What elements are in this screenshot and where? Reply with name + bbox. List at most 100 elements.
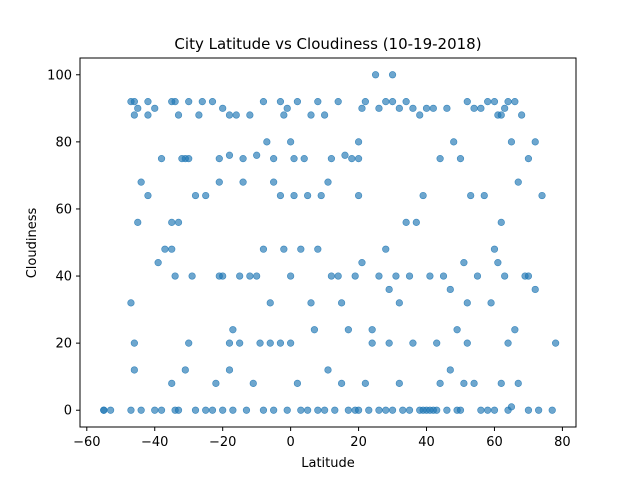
data-point xyxy=(225,151,234,159)
data-point xyxy=(321,111,329,119)
data-point xyxy=(174,406,183,414)
data-point xyxy=(130,111,138,119)
data-point xyxy=(130,366,138,374)
data-point xyxy=(382,98,390,106)
data-point xyxy=(337,299,346,307)
data-point xyxy=(181,155,189,163)
data-point xyxy=(501,104,509,112)
y-tick-label: 60 xyxy=(55,202,72,217)
data-point xyxy=(331,406,339,414)
data-point xyxy=(191,191,200,200)
data-point xyxy=(497,379,505,387)
data-point xyxy=(385,285,393,294)
data-point xyxy=(388,71,397,79)
data-point xyxy=(412,218,420,226)
data-point xyxy=(215,155,223,163)
data-point xyxy=(229,406,237,414)
data-point xyxy=(185,339,193,347)
data-point xyxy=(531,285,539,294)
data-point xyxy=(270,406,278,414)
data-point xyxy=(470,379,478,387)
data-point xyxy=(174,218,183,226)
data-point xyxy=(287,138,295,146)
data-point xyxy=(236,272,244,280)
data-point xyxy=(249,379,257,387)
data-point xyxy=(307,111,315,119)
data-point xyxy=(409,339,417,347)
data-point xyxy=(337,379,346,387)
data-point xyxy=(484,98,492,106)
data-point xyxy=(181,366,189,374)
data-point xyxy=(399,406,407,414)
data-point xyxy=(446,285,454,294)
data-point xyxy=(382,245,390,253)
data-point xyxy=(507,138,516,146)
data-point xyxy=(270,155,278,163)
data-point xyxy=(297,245,305,253)
data-point xyxy=(388,98,397,106)
data-point xyxy=(395,104,403,112)
x-axis-label: Latitude xyxy=(301,456,355,471)
data-point xyxy=(511,98,519,106)
data-point xyxy=(208,98,217,106)
data-point xyxy=(208,406,217,414)
data-point xyxy=(236,339,244,347)
data-point xyxy=(443,104,451,112)
data-point xyxy=(253,272,261,280)
data-point xyxy=(375,104,383,112)
data-point xyxy=(127,299,135,307)
data-point xyxy=(314,406,322,414)
data-point xyxy=(375,272,383,280)
data-point xyxy=(344,326,352,334)
data-point xyxy=(219,406,227,414)
data-point xyxy=(151,406,159,414)
data-point xyxy=(185,98,193,106)
data-point xyxy=(151,104,159,112)
data-point xyxy=(188,272,196,280)
data-point xyxy=(300,155,308,163)
data-point xyxy=(242,406,251,414)
data-point xyxy=(395,379,403,387)
data-point xyxy=(144,111,152,119)
data-point xyxy=(354,191,363,200)
data-point xyxy=(134,104,142,112)
data-point xyxy=(334,272,342,280)
data-point xyxy=(487,299,495,307)
data-point xyxy=(168,218,176,226)
data-point xyxy=(195,111,203,119)
y-tick-label: 80 xyxy=(55,135,72,150)
plot-area xyxy=(79,57,577,428)
data-point xyxy=(433,406,441,414)
data-point xyxy=(351,272,359,280)
data-point xyxy=(293,379,302,387)
data-point xyxy=(548,406,556,414)
data-point xyxy=(334,98,342,106)
data-point xyxy=(463,98,471,106)
data-point xyxy=(484,406,492,414)
data-point xyxy=(477,104,485,112)
data-point xyxy=(524,406,533,414)
data-points xyxy=(100,71,560,414)
data-point xyxy=(225,339,234,347)
data-point xyxy=(144,98,152,106)
data-point xyxy=(514,178,522,186)
data-point xyxy=(439,272,448,280)
data-point xyxy=(450,138,458,146)
data-point xyxy=(293,98,302,106)
data-point xyxy=(280,111,288,119)
data-point xyxy=(501,272,509,280)
x-tick-label: 0 xyxy=(286,435,294,450)
data-point xyxy=(246,272,254,280)
data-point xyxy=(212,379,220,387)
data-point xyxy=(473,272,482,280)
data-point xyxy=(287,339,295,347)
data-point xyxy=(137,178,145,186)
data-point xyxy=(225,366,234,374)
data-point xyxy=(365,406,373,414)
data-point xyxy=(388,406,397,414)
data-point xyxy=(198,98,206,106)
data-point xyxy=(327,155,336,163)
x-tick-label: −60 xyxy=(73,435,100,450)
data-point xyxy=(263,138,271,146)
data-point xyxy=(494,259,502,267)
